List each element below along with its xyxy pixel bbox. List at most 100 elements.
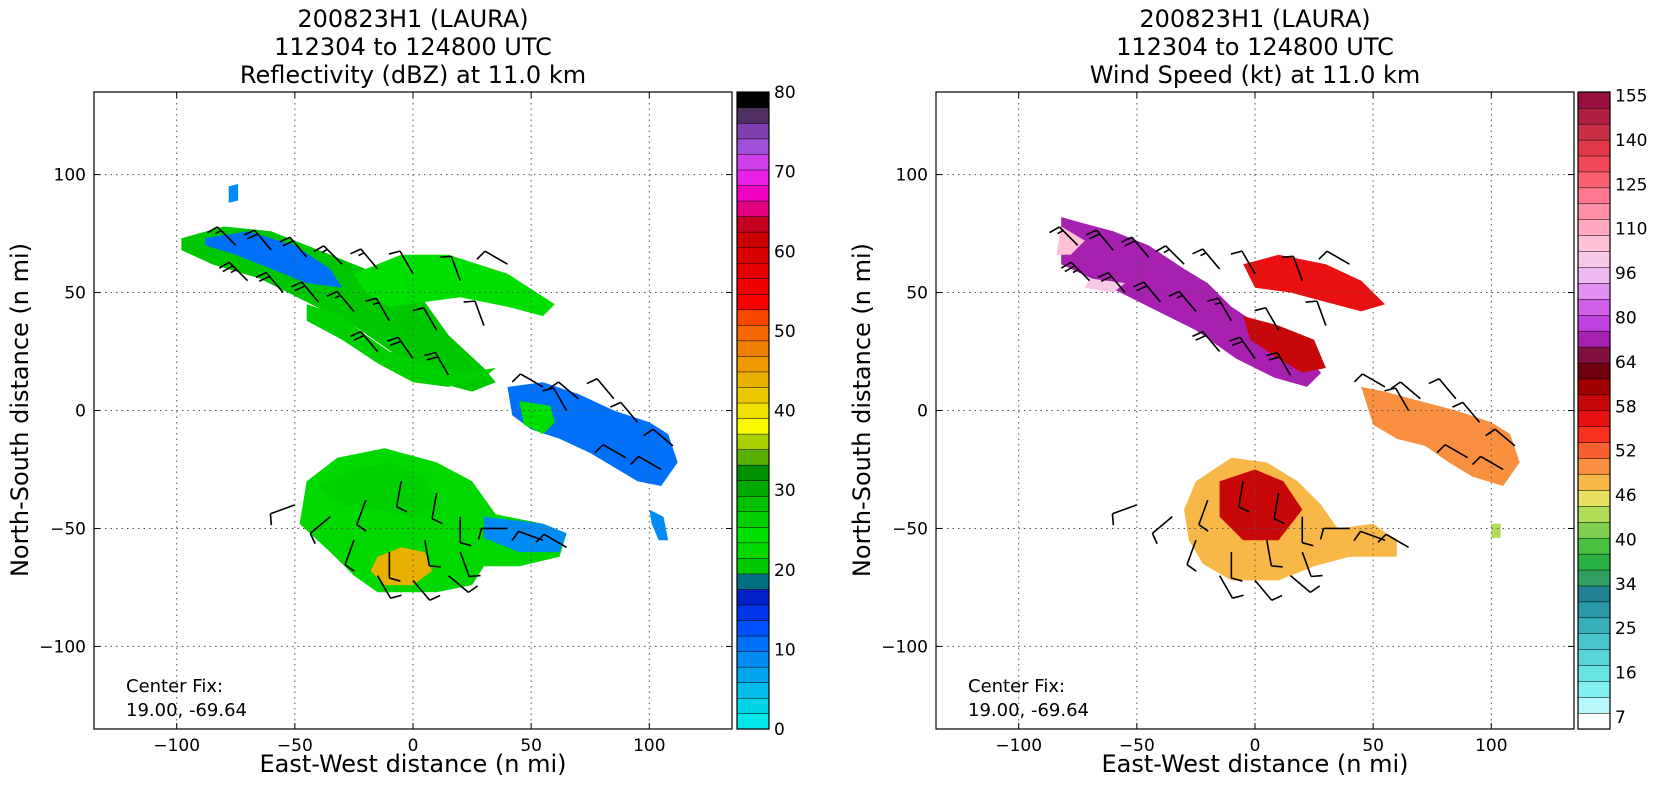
wind-barb: [412, 579, 441, 602]
wind-barb: [356, 499, 367, 532]
colorbar-tick-label: 7: [1615, 708, 1626, 728]
colorbar-tick-label: 10: [774, 640, 796, 660]
colorbar-segment: [1577, 107, 1611, 125]
colorbar-segment: [736, 107, 770, 124]
storm-region: [507, 382, 678, 486]
wind-barb: [586, 378, 615, 400]
y-tick-label: 50: [906, 284, 928, 304]
colorbar-segment: [1577, 362, 1611, 380]
colorbar-segment: [736, 635, 770, 652]
wind-barb: [1319, 527, 1350, 540]
wind-barb: [1266, 351, 1292, 376]
wind-barb: [629, 455, 662, 471]
wind-barb: [1121, 236, 1150, 258]
storm-region: [228, 184, 239, 203]
wind-barb: [1230, 250, 1256, 275]
colorbar-segment: [736, 651, 770, 668]
colorbar-segment: [1577, 489, 1611, 507]
colorbar-segment: [736, 682, 770, 699]
x-tick-label: −100: [995, 736, 1042, 756]
colorbar-segment: [1577, 378, 1611, 396]
colorbar-segment: [736, 418, 770, 435]
colorbar-segment: [1577, 696, 1611, 714]
wind-barb: [1436, 443, 1469, 459]
wind-barb: [1229, 336, 1256, 360]
wind-barb: [291, 281, 320, 303]
colorbar-segment: [1577, 314, 1611, 332]
y-tick-label: −50: [892, 519, 928, 539]
colorbar-tick-label: 34: [1615, 575, 1637, 595]
colorbar-segment: [1577, 219, 1611, 236]
wind-barb: [1289, 575, 1321, 594]
colorbar-tick-label: 110: [1615, 220, 1647, 240]
panel1-plot: −100 −50 0 50 100 −100 −50 0 50 100 Center Fix: 1…: [39, 91, 733, 756]
wind-barb: [1151, 516, 1173, 545]
wind-barb: [1390, 381, 1421, 400]
colorbar-segment: [1577, 442, 1611, 459]
colorbar-segment: [1577, 458, 1611, 475]
wind-barb: [344, 539, 355, 572]
storm-region: [1361, 386, 1520, 486]
colorbar-segment: [1577, 537, 1611, 555]
colorbar-segment: [736, 122, 770, 140]
colorbar-segment: [736, 619, 770, 637]
wind-barb: [477, 527, 508, 540]
wind-barb: [1168, 290, 1197, 312]
wind-barb: [269, 504, 296, 526]
colorbar-segment: [736, 247, 770, 264]
panel1-center-fix-value: 19.00, -69.64: [126, 700, 247, 721]
wind-barb: [542, 387, 568, 411]
colorbar-segment: [1577, 235, 1611, 252]
wind-barb: [424, 540, 441, 568]
colorbar-tick-label: 30: [774, 481, 796, 501]
colorbar-segment: [736, 713, 770, 730]
y-tick-label: −100: [39, 637, 86, 657]
wind-barb: [1384, 387, 1410, 411]
colorbar-segment: [1577, 91, 1611, 109]
colorbar-segment: [736, 526, 770, 544]
colorbar-segment: [736, 402, 770, 419]
colorbar-segment: [1577, 282, 1611, 300]
wind-barb: [463, 300, 485, 326]
storm-region: [370, 547, 432, 586]
wind-barb: [1301, 516, 1314, 547]
wind-barb: [548, 381, 579, 400]
x-tick-label: 50: [1362, 736, 1384, 756]
colorbar-segment: [1577, 473, 1611, 491]
panel1-grid: [94, 92, 732, 729]
panel2-grid: [936, 92, 1574, 729]
colorbar-segment: [736, 371, 770, 388]
wind-barb: [431, 492, 443, 525]
colorbar-tick-label: 70: [774, 163, 796, 183]
wind-barb: [511, 373, 544, 388]
wind-barb: [350, 330, 379, 353]
storm-region: [353, 254, 555, 317]
y-tick-label: 100: [54, 166, 86, 186]
wind-barb: [1485, 428, 1516, 447]
colorbar-segment: [1577, 665, 1611, 682]
x-tick-label: −50: [1119, 736, 1155, 756]
colorbar-segment: [736, 91, 770, 109]
colorbar-segment: [1577, 680, 1611, 698]
colorbar-segment: [1577, 155, 1611, 173]
colorbar-tick-label: 58: [1615, 397, 1637, 417]
wind-barb: [1266, 540, 1283, 568]
storm-region: [306, 304, 496, 387]
storm-region: [205, 231, 343, 288]
wind-barb: [643, 428, 674, 447]
storm-region: [519, 401, 555, 435]
colorbar-tick-label: 60: [774, 242, 796, 262]
colorbar-segment: [736, 184, 770, 202]
panel1-center-fix-label: Center Fix:: [126, 676, 223, 697]
colorbar-segment: [736, 433, 770, 450]
wind-barb: [395, 481, 408, 513]
wind-barb: [350, 248, 379, 270]
storm-region: [1084, 278, 1125, 293]
colorbar-segment: [736, 309, 770, 326]
colorbar-tick-label: 46: [1615, 486, 1637, 506]
x-tick-label: −100: [153, 736, 200, 756]
x-tick-label: 100: [633, 736, 665, 756]
wind-barb: [1186, 539, 1197, 572]
colorbar-segment: [736, 386, 770, 404]
wind-barb: [388, 250, 414, 275]
